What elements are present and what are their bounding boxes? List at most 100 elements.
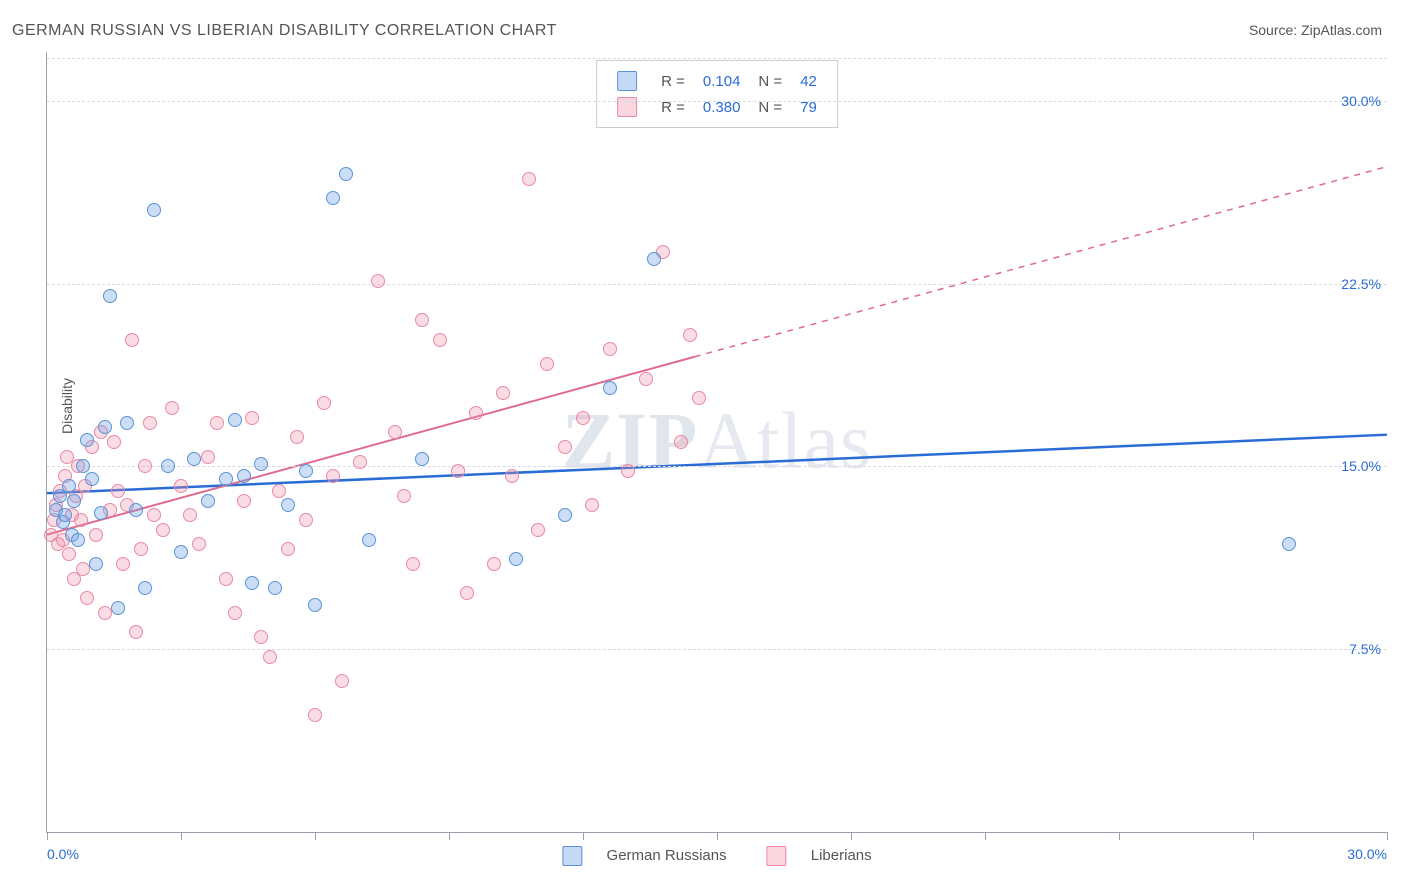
data-point [138, 459, 152, 473]
legend-label: Liberians [811, 847, 872, 864]
data-point [245, 411, 259, 425]
data-point [116, 557, 130, 571]
data-point [496, 386, 510, 400]
legend-series: German Russians Liberians [542, 846, 891, 866]
data-point [161, 459, 175, 473]
data-point [107, 435, 121, 449]
data-point [237, 469, 251, 483]
data-point [268, 581, 282, 595]
data-point [674, 435, 688, 449]
trend-lines [47, 52, 1387, 832]
legend-row: R =0.104N =42 [609, 69, 825, 93]
data-point [219, 472, 233, 486]
data-point [263, 650, 277, 664]
data-point [272, 484, 286, 498]
y-tick-label: 7.5% [1329, 641, 1381, 657]
data-point [576, 411, 590, 425]
data-point [174, 479, 188, 493]
data-point [683, 328, 697, 342]
legend-correlation: R =0.104N =42R =0.380N =79 [596, 60, 838, 128]
data-point [71, 533, 85, 547]
data-point [317, 396, 331, 410]
data-point [67, 494, 81, 508]
data-point [433, 333, 447, 347]
gridline-h [47, 284, 1387, 285]
data-point [509, 552, 523, 566]
gridline-h [47, 58, 1387, 59]
data-point [647, 252, 661, 266]
source-label: Source: ZipAtlas.com [1249, 22, 1382, 38]
x-tick [449, 832, 450, 840]
x-tick [985, 832, 986, 840]
data-point [339, 167, 353, 181]
data-point [299, 513, 313, 527]
data-point [183, 508, 197, 522]
y-tick-label: 30.0% [1329, 93, 1381, 109]
x-tick [851, 832, 852, 840]
data-point [98, 420, 112, 434]
data-point [299, 464, 313, 478]
data-point [1282, 537, 1296, 551]
data-point [362, 533, 376, 547]
data-point [254, 630, 268, 644]
legend-swatch [617, 71, 637, 91]
data-point [80, 433, 94, 447]
data-point [290, 430, 304, 444]
data-point [138, 581, 152, 595]
data-point [308, 708, 322, 722]
data-point [281, 542, 295, 556]
data-point [353, 455, 367, 469]
data-point [487, 557, 501, 571]
data-point [603, 342, 617, 356]
x-tick [181, 832, 182, 840]
data-point [308, 598, 322, 612]
data-point [94, 506, 108, 520]
data-point [397, 489, 411, 503]
data-point [639, 372, 653, 386]
legend-swatch [767, 846, 787, 866]
data-point [558, 440, 572, 454]
legend-row: R =0.380N =79 [609, 95, 825, 119]
x-tick [583, 832, 584, 840]
x-tick [717, 832, 718, 840]
x-tick [1253, 832, 1254, 840]
data-point [111, 601, 125, 615]
data-point [98, 606, 112, 620]
data-point [156, 523, 170, 537]
data-point [134, 542, 148, 556]
data-point [62, 479, 76, 493]
data-point [76, 562, 90, 576]
gridline-h [47, 649, 1387, 650]
y-tick-label: 22.5% [1329, 276, 1381, 292]
x-tick [315, 832, 316, 840]
data-point [210, 416, 224, 430]
data-point [522, 172, 536, 186]
data-point [174, 545, 188, 559]
data-point [165, 401, 179, 415]
data-point [89, 528, 103, 542]
legend-n-value: 42 [792, 69, 825, 93]
data-point [147, 508, 161, 522]
data-point [120, 416, 134, 430]
data-point [228, 606, 242, 620]
data-point [187, 452, 201, 466]
data-point [371, 274, 385, 288]
data-point [621, 464, 635, 478]
chart-title: GERMAN RUSSIAN VS LIBERIAN DISABILITY CO… [12, 22, 557, 40]
data-point [192, 537, 206, 551]
legend-n-label: N = [750, 69, 790, 93]
data-point [80, 591, 94, 605]
data-point [326, 191, 340, 205]
legend-n-value: 79 [792, 95, 825, 119]
legend-r-value: 0.380 [695, 95, 749, 119]
y-tick-label: 15.0% [1329, 458, 1381, 474]
data-point [415, 313, 429, 327]
data-point [388, 425, 402, 439]
data-point [74, 513, 88, 527]
data-point [103, 289, 117, 303]
plot-area: Disability ZIPAtlas R =0.104N =42R =0.38… [46, 52, 1387, 833]
data-point [201, 494, 215, 508]
data-point [228, 413, 242, 427]
data-point [85, 472, 99, 486]
legend-r-label: R = [653, 69, 693, 93]
